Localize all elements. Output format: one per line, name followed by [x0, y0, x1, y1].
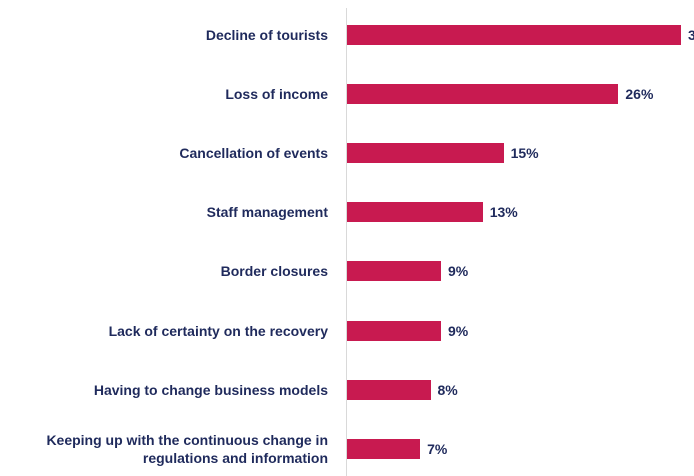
bar — [347, 84, 619, 105]
value-label: 15% — [510, 145, 539, 162]
category-label: Cancellation of events — [179, 145, 328, 162]
value-label: 32% — [688, 27, 694, 43]
value-label: 8% — [437, 381, 458, 398]
category-label: Staff management — [206, 204, 328, 221]
value-label: 9% — [447, 322, 469, 339]
category-label: Decline of tourists — [205, 27, 328, 43]
bar — [347, 379, 431, 400]
value-label: 26% — [625, 86, 654, 103]
category-label: Lack of certainty on the recovery — [108, 322, 328, 339]
value-label: 9% — [447, 263, 469, 280]
category-label: Border closures — [220, 263, 328, 280]
category-label: Keeping up with the continuous change in… — [46, 431, 328, 466]
bar — [347, 320, 441, 341]
bar — [347, 202, 483, 223]
category-label: Loss of income — [225, 86, 328, 103]
bar — [347, 261, 441, 282]
bar — [347, 143, 504, 164]
value-label: 7% — [427, 440, 448, 457]
category-label: Having to change business models — [93, 381, 328, 398]
axis-line — [346, 8, 347, 476]
bar — [347, 25, 681, 45]
value-label: 13% — [489, 204, 518, 221]
bar — [347, 438, 421, 459]
